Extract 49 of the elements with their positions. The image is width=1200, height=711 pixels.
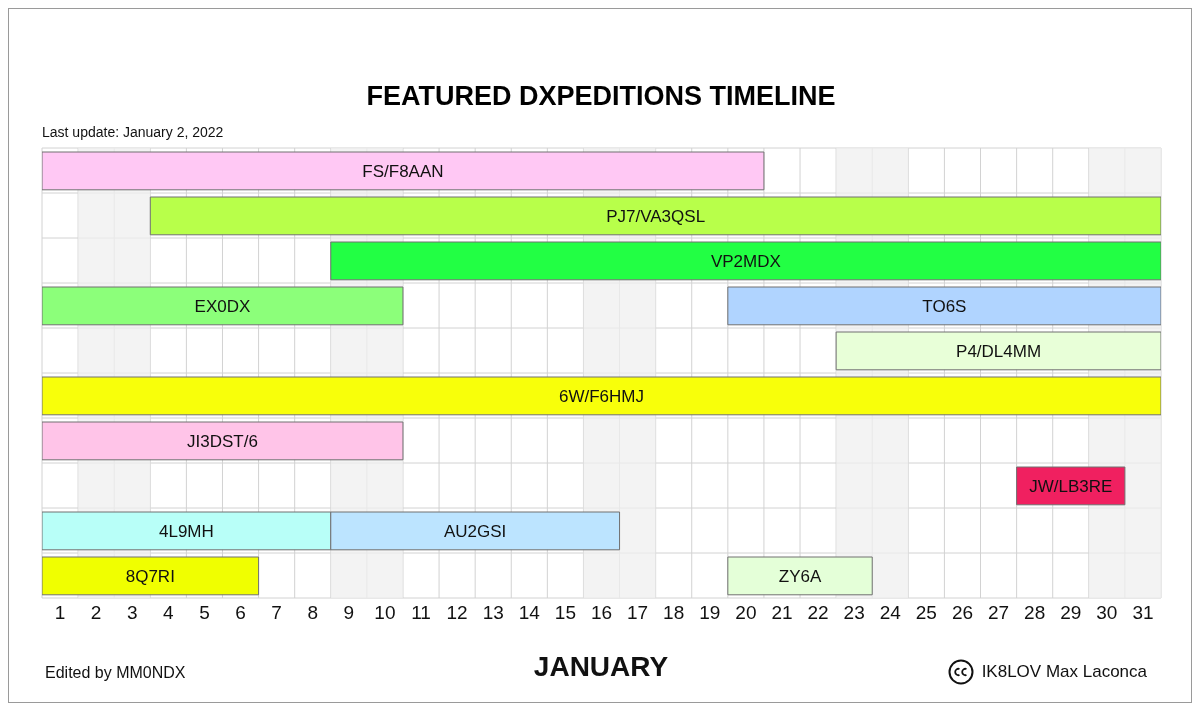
x-tick-label: 15 (554, 602, 576, 624)
x-tick-label: 22 (807, 602, 829, 624)
text: IK8LOV Max Laconca (981, 662, 1147, 682)
series-label: 8Q7RI (125, 566, 175, 586)
x-tick-label: 21 (771, 602, 793, 624)
x-tick-label: 16 (590, 602, 613, 624)
x-tick-label: 10 (374, 602, 396, 624)
x-tick-label: 28 (1024, 602, 1046, 624)
x-tick-label: 23 (843, 602, 865, 624)
x-tick-label: 14 (518, 602, 541, 624)
x-tick-label: 13 (482, 602, 504, 624)
x-tick-label: 24 (879, 602, 902, 624)
series-label: ZY6A (778, 566, 822, 586)
x-tick-label: 17 (627, 602, 649, 624)
x-axis-title: JANUARY (533, 651, 669, 682)
x-tick-label: 20 (735, 602, 757, 624)
x-tick-label: 1 (54, 602, 66, 624)
x-tick-label: 27 (987, 602, 1010, 624)
x-tick-label: 25 (915, 602, 937, 624)
series-label: JI3DST/6 (187, 431, 258, 451)
x-tick-label: 19 (699, 602, 721, 624)
series-label: PJ7/VA3QSL (606, 206, 706, 226)
series-label: JW/LB3RE (1029, 476, 1113, 496)
x-tick-label: 31 (1132, 602, 1154, 624)
chart-title: FEATURED DXPEDITIONS TIMELINE (365, 81, 837, 112)
series-label: EX0DX (194, 296, 251, 316)
x-tick-label: 26 (951, 602, 974, 624)
x-tick-label: 7 (271, 602, 282, 624)
x-tick-label: 6 (235, 602, 246, 624)
x-tick-label: 9 (343, 602, 355, 624)
series-label: P4/DL4MM (956, 341, 1042, 361)
series-label: 6W/F6HMJ (559, 386, 644, 406)
x-tick-label: 29 (1060, 602, 1082, 624)
series-label: AU2GSI (443, 521, 507, 541)
chart-subtitle: Last update: January 2, 2022 (42, 124, 224, 140)
x-tick-label: 11 (411, 602, 431, 624)
series-label: TO6S (922, 296, 967, 316)
x-tick-label: 30 (1096, 602, 1118, 624)
x-tick-label: 3 (126, 602, 138, 624)
x-tick-label: 12 (446, 602, 468, 624)
series-label: 4L9MH (158, 521, 214, 541)
x-tick-label: 5 (199, 602, 210, 624)
x-tick-label: 8 (307, 602, 319, 624)
x-tick-label: 4 (163, 602, 175, 624)
x-tick-label: 18 (663, 602, 685, 624)
text: Edited by MM0NDX (45, 664, 186, 682)
x-tick-label: 2 (90, 602, 102, 624)
series-label: FS/F8AAN (362, 161, 444, 181)
series-label: VP2MDX (710, 251, 781, 271)
